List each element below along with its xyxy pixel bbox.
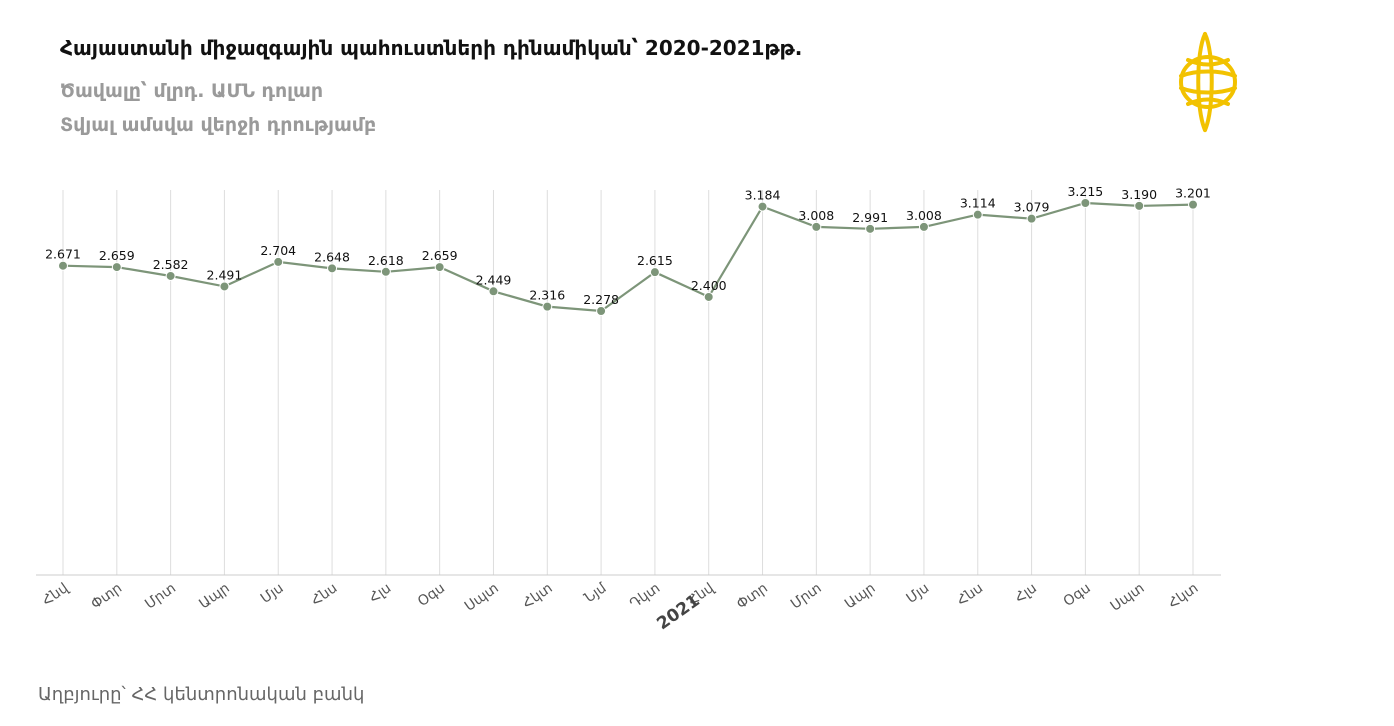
data-labels: 2.671 2.659 2.582 2.491 2.704 2.648 2.618 2.659…	[45, 184, 1211, 307]
data-point	[811, 221, 822, 232]
x-tick-label: Սպտ	[462, 580, 502, 615]
x-tick-label: Դկտ	[627, 580, 663, 612]
x-tick-label: Նյմ	[581, 580, 610, 607]
x-tick-label: Հլս	[1012, 580, 1040, 606]
data-label: 2.991	[852, 210, 888, 225]
x-tick-label: Հլս	[366, 580, 394, 606]
chart-title: Հայաստանի միջազգային պահուստների դինամիկ…	[60, 36, 803, 60]
grid-lines	[62, 190, 1194, 575]
x-tick-label: Հկտ	[520, 580, 556, 612]
x-tick-label: Մյս	[258, 580, 287, 607]
data-label: 2.400	[691, 278, 727, 293]
x-tick-label: Մյս	[904, 580, 933, 607]
data-point	[380, 266, 391, 277]
data-label: 2.449	[476, 272, 512, 287]
data-label: 2.704	[260, 243, 296, 258]
x-tick-label: Փտր	[734, 580, 771, 613]
x-tick-label: Հկտ	[1165, 580, 1201, 612]
data-point	[1188, 199, 1198, 210]
x-tick-label: Հնս	[954, 580, 986, 609]
chart-subtitle-note: Տվյալ ամսվա վերջի դրությամբ	[60, 114, 377, 136]
data-label: 2.618	[368, 253, 404, 268]
x-tick-label: Փտր	[88, 580, 125, 613]
data-label: 3.114	[960, 196, 996, 211]
x-tick-label: Սպտ	[1108, 580, 1148, 615]
chart-subtitle-unit: Ծավալը՝ մլրդ. ԱՄՆ դոլար	[60, 80, 324, 102]
data-label: 2.659	[99, 248, 135, 263]
data-point	[58, 260, 68, 271]
data-label: 2.491	[207, 267, 243, 282]
x-tick-label: Օգս	[415, 580, 448, 610]
series-line-reserves	[62, 201, 1194, 313]
data-label: 2.615	[637, 253, 673, 268]
x-tick-label: Մրտ	[142, 580, 179, 612]
data-label: 2.659	[422, 248, 458, 263]
data-point	[327, 263, 338, 274]
data-points	[58, 198, 1198, 316]
data-point	[488, 286, 499, 297]
data-point	[972, 209, 983, 220]
data-point	[111, 262, 122, 273]
x-tick-label: Հնվ	[39, 580, 72, 610]
source-note: Աղբյուրը՝ ՀՀ կենտրոնական բանկ	[38, 684, 365, 705]
line-chart: 2.671 2.659 2.582 2.491 2.704 2.648 2.618 2.659…	[36, 184, 1221, 635]
central-bank-logo-icon	[1179, 32, 1237, 132]
data-point	[273, 256, 284, 267]
data-label: 3.201	[1175, 186, 1211, 201]
x-tick-label: Հնս	[308, 580, 340, 609]
data-label: 2.648	[314, 249, 350, 264]
data-label: 3.184	[745, 188, 781, 203]
data-label: 2.278	[583, 292, 619, 307]
data-point	[703, 291, 714, 302]
data-point	[918, 221, 929, 232]
x-tick-label: Ապր	[196, 580, 232, 612]
data-label: 2.316	[529, 288, 565, 303]
data-point	[1134, 200, 1145, 211]
data-point	[757, 201, 768, 212]
data-point	[865, 223, 876, 234]
data-label: 3.190	[1121, 187, 1157, 202]
data-label: 3.215	[1067, 184, 1103, 199]
data-point	[434, 262, 445, 273]
x-tick-label: Օգս	[1061, 580, 1094, 610]
data-point	[649, 267, 660, 278]
data-label: 2.671	[45, 247, 81, 262]
x-tick-label: Ապր	[842, 580, 878, 612]
year-marker-label: 2021	[653, 591, 703, 635]
data-point	[1080, 198, 1091, 208]
data-label: 2.582	[153, 257, 189, 272]
data-point	[542, 301, 553, 312]
data-point	[596, 306, 607, 316]
x-tick-label: Մրտ	[788, 580, 825, 612]
data-label: 3.008	[906, 208, 942, 223]
data-point	[165, 270, 176, 281]
data-point	[1026, 213, 1037, 224]
data-label: 3.008	[798, 208, 834, 223]
data-label: 3.079	[1014, 200, 1050, 215]
x-tick-labels: Հնվ Փտր Մրտ Ապր Մյս Հնս Հլս Օգս Սպտ Հկտ Նյմ Դկտ Հնվ Փ…	[39, 580, 1201, 635]
data-point	[219, 281, 230, 292]
